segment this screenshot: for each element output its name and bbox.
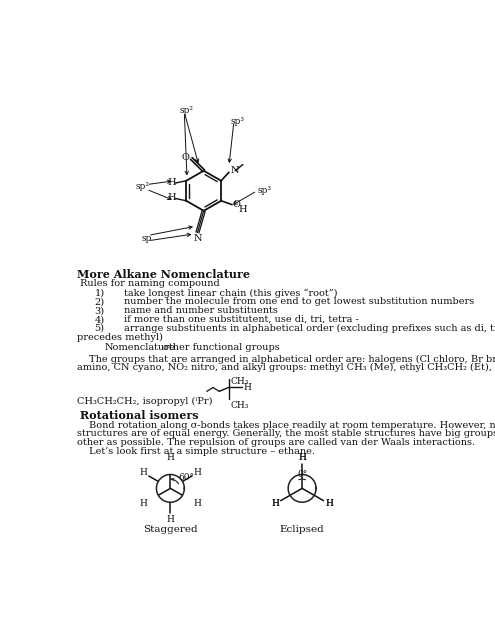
Text: sp²: sp² — [136, 182, 149, 191]
Text: Bond rotation along σ-bonds takes place readily at room temperature. However, no: Bond rotation along σ-bonds takes place … — [89, 420, 495, 430]
Text: Rules for naming compound: Rules for naming compound — [81, 279, 220, 288]
Text: CH₃: CH₃ — [230, 401, 248, 410]
Text: name and number substituents: name and number substituents — [124, 307, 278, 316]
Text: take longest linear chain (this gives “root”): take longest linear chain (this gives “r… — [124, 289, 338, 298]
Text: More Alkane Nomenclature: More Alkane Nomenclature — [77, 269, 250, 280]
Text: other as possible. The repulsion of groups are called van der Waals interactions: other as possible. The repulsion of grou… — [77, 438, 476, 447]
Text: H: H — [298, 453, 306, 462]
Text: Nomenclature: Nomenclature — [104, 343, 175, 352]
Text: H: H — [325, 499, 333, 508]
Text: Let’s look first at a simple structure – ethane.: Let’s look first at a simple structure –… — [89, 447, 315, 456]
Text: H: H — [140, 468, 148, 477]
Text: structures are of equal energy. Generally, the most stable structures have big g: structures are of equal energy. Generall… — [77, 429, 495, 438]
Text: Rotational isomers: Rotational isomers — [81, 410, 199, 421]
Text: CH₃CH₂CH₂, isopropyl (ⁱPr): CH₃CH₂CH₂, isopropyl (ⁱPr) — [77, 397, 213, 406]
Text: Eclipsed: Eclipsed — [280, 525, 325, 534]
Text: sp: sp — [142, 234, 152, 243]
Text: H: H — [167, 193, 176, 202]
Text: H: H — [271, 499, 279, 508]
Text: 4): 4) — [95, 315, 104, 324]
Text: sp³: sp³ — [257, 186, 271, 195]
Text: number the molecule from one end to get lowest substitution numbers: number the molecule from one end to get … — [124, 298, 474, 307]
Text: other functional groups: other functional groups — [163, 343, 279, 352]
Text: N: N — [193, 234, 202, 243]
Text: Staggered: Staggered — [143, 525, 198, 534]
Text: arrange substituents in alphabetical order (excluding prefixes such as di, tri, : arrange substituents in alphabetical ord… — [124, 324, 495, 333]
Text: H: H — [243, 383, 251, 392]
Text: 2): 2) — [95, 298, 104, 307]
Text: The groups that are arranged in alphabetical order are: halogens (Cl chloro, Br : The groups that are arranged in alphabet… — [89, 355, 495, 364]
Text: 1): 1) — [95, 289, 104, 298]
Text: H: H — [193, 499, 201, 508]
Text: sp²: sp² — [180, 106, 194, 115]
Text: H: H — [325, 499, 333, 508]
Text: if more than one substitutent, use di, tri, tetra -: if more than one substitutent, use di, t… — [124, 315, 358, 324]
Text: 0°: 0° — [297, 470, 307, 479]
Text: O: O — [182, 153, 190, 162]
Text: CH₃: CH₃ — [230, 378, 248, 387]
Text: H: H — [298, 453, 306, 462]
Text: 5): 5) — [95, 324, 104, 333]
Text: H: H — [140, 499, 148, 508]
Text: precedes methyl): precedes methyl) — [77, 333, 163, 342]
Text: H: H — [167, 178, 176, 187]
Text: H: H — [166, 515, 174, 524]
Text: sp³: sp³ — [231, 117, 245, 126]
Text: N: N — [231, 166, 239, 175]
Text: amino, CN cyano, NO₂ nitro, and alkyl groups: methyl CH₃ (Me), ethyl CH₃CH₂ (Et): amino, CN cyano, NO₂ nitro, and alkyl gr… — [77, 364, 495, 372]
Text: H: H — [271, 499, 279, 508]
Text: 60°: 60° — [178, 473, 194, 482]
Text: 3): 3) — [95, 307, 104, 316]
Text: H: H — [166, 453, 174, 462]
Text: H: H — [193, 468, 201, 477]
Text: O: O — [233, 200, 241, 209]
Text: H: H — [238, 205, 247, 214]
